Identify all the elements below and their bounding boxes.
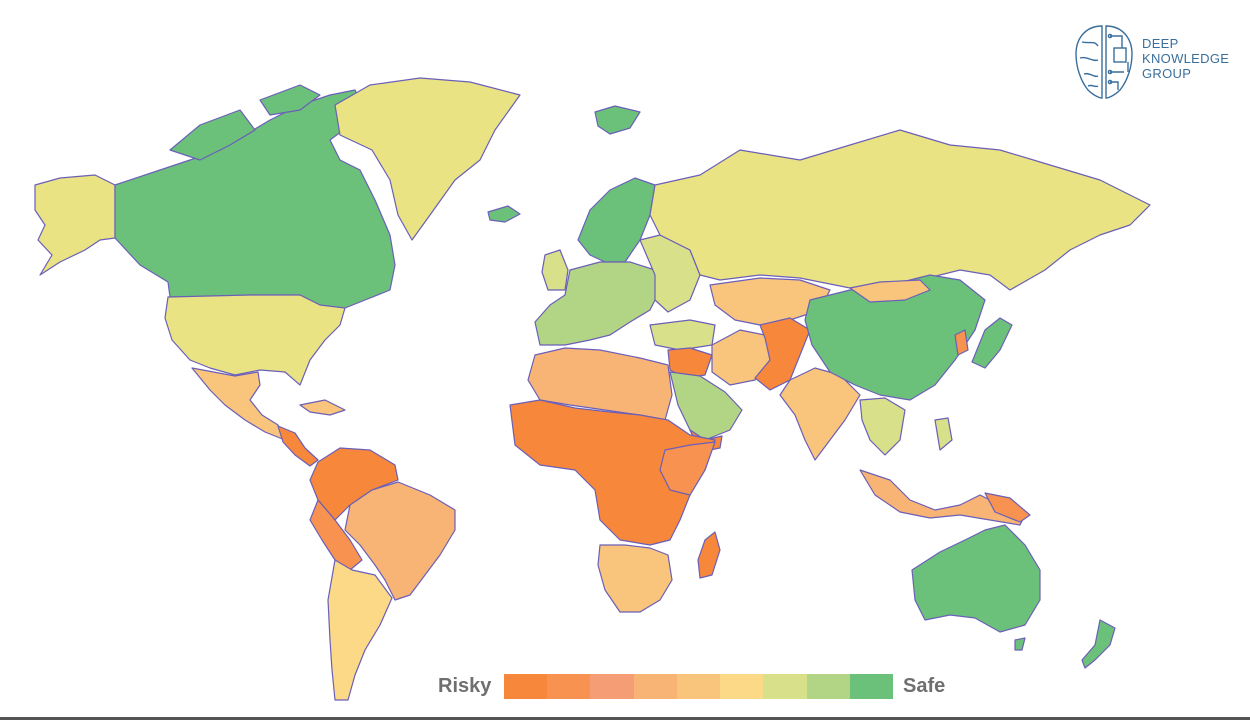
legend-swatch-2 — [547, 674, 591, 699]
region-usa[interactable] — [164, 294, 346, 386]
brand-logo: DEEP KNOWLEDGE GROUP — [1072, 22, 1242, 102]
legend-swatch-3 — [590, 674, 634, 699]
region-middle-east[interactable] — [667, 347, 713, 379]
region-brazil[interactable] — [344, 481, 456, 601]
region-southeast-asia[interactable] — [859, 397, 906, 456]
region-new-zealand[interactable] — [1081, 619, 1116, 669]
region-tasmania[interactable] — [1014, 637, 1026, 651]
region-russia[interactable] — [649, 129, 1151, 291]
region-png[interactable] — [984, 492, 1031, 523]
region-korea[interactable] — [954, 329, 969, 356]
brand-line-3: GROUP — [1142, 66, 1192, 81]
risk-legend: Risky Safe — [438, 672, 958, 702]
bottom-border — [0, 717, 1250, 720]
legend-swatch-1 — [504, 674, 548, 699]
region-central-asia[interactable] — [709, 277, 831, 326]
region-svalbard[interactable] — [594, 105, 641, 135]
region-afghanistan-pakistan[interactable] — [754, 317, 811, 391]
brand-line-2: KNOWLEDGE — [1142, 51, 1230, 66]
region-canada-islands[interactable] — [169, 84, 321, 161]
region-mexico[interactable] — [191, 367, 286, 441]
region-alaska[interactable] — [34, 174, 116, 276]
region-japan[interactable] — [971, 317, 1013, 369]
legend-swatch-8 — [806, 674, 850, 699]
legend-swatch-4 — [633, 674, 677, 699]
region-arabia[interactable] — [669, 371, 743, 441]
region-southern-cone[interactable] — [327, 559, 393, 701]
region-caribbean[interactable] — [299, 399, 346, 416]
legend-swatch-9 — [849, 674, 893, 699]
region-southern-africa[interactable] — [597, 544, 673, 613]
region-uk[interactable] — [541, 249, 569, 291]
region-mongolia[interactable] — [849, 279, 931, 303]
legend-swatch-7 — [763, 674, 807, 699]
brand-line-1: DEEP — [1142, 36, 1179, 51]
region-australia[interactable] — [911, 524, 1041, 633]
region-east-africa[interactable] — [659, 441, 716, 496]
region-philippines[interactable] — [934, 417, 953, 451]
brain-circuit-icon — [1075, 25, 1133, 99]
legend-high-label: Safe — [903, 675, 946, 697]
legend-low-label: Risky — [438, 675, 492, 697]
region-sub-saharan-africa[interactable] — [509, 399, 716, 546]
legend-swatch-6 — [720, 674, 764, 699]
region-greenland[interactable] — [334, 77, 521, 241]
legend-color-scale — [504, 674, 893, 699]
region-madagascar[interactable] — [697, 531, 721, 579]
brand-wordmark: DEEP KNOWLEDGE GROUP — [1142, 36, 1229, 81]
region-western-europe[interactable] — [534, 261, 661, 346]
region-central-america[interactable] — [277, 425, 319, 467]
region-iceland[interactable] — [487, 205, 521, 223]
region-turkey[interactable] — [649, 319, 716, 351]
legend-swatch-5 — [676, 674, 721, 699]
